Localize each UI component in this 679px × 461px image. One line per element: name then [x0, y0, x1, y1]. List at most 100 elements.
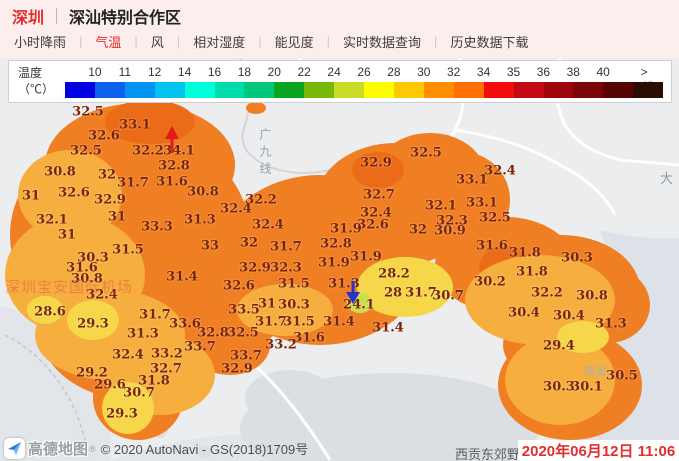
station-value: 31.5	[278, 276, 310, 292]
legend-color-segment	[65, 82, 95, 98]
tab-6[interactable]: 实时数据查询	[343, 35, 422, 50]
amap-brand-text: 高德地图	[28, 441, 89, 458]
title-divider	[56, 8, 58, 24]
station-value: 31.4	[166, 269, 198, 285]
legend-tick: 26	[357, 65, 371, 79]
station-value: 31.4	[372, 320, 404, 336]
station-value: 33.7	[230, 348, 262, 364]
station-value: 30.3	[543, 379, 575, 395]
station-value: 33.2	[151, 346, 183, 362]
station-value: 29.3	[77, 316, 109, 332]
station-value: 30.9	[434, 223, 466, 239]
station-value: 30.2	[474, 274, 506, 290]
zone-tab-shenshan[interactable]: 深汕特别合作区	[69, 10, 182, 27]
city-tab-shenzhen[interactable]: 深圳	[12, 10, 45, 27]
station-value: 31.9	[330, 221, 362, 237]
station-value: 33.1	[466, 195, 498, 211]
tab-4[interactable]: 相对湿度	[193, 35, 246, 50]
station-value: 31.8	[516, 264, 548, 280]
legend-color-segment	[94, 82, 125, 98]
legend-tick: 40	[596, 65, 610, 79]
legend-tick: 30	[417, 65, 431, 79]
station-value: 31.3	[184, 212, 216, 228]
legend-color-segment	[214, 82, 245, 98]
station-value: 31.8	[509, 245, 541, 261]
legend-color-segment	[244, 82, 275, 98]
station-value: 32.4	[112, 347, 144, 363]
station-value: 32.1	[425, 198, 457, 214]
station-value: 29.3	[106, 406, 138, 422]
temperature-legend: 温度 （℃） 10 11 12 14 16 18 20 22 24 26 28 30 32 34 35 36 3…	[8, 60, 672, 103]
legend-color-segment	[154, 82, 185, 98]
station-value: 30.3	[278, 297, 310, 313]
station-value: 31.7	[117, 175, 149, 191]
tab-separator: |	[434, 34, 438, 49]
station-value: 31.7	[405, 285, 437, 301]
legend-color-segment	[633, 82, 664, 98]
tab-separator: |	[79, 34, 83, 49]
station-value: 32.5	[72, 104, 104, 120]
tab-3[interactable]: 风	[150, 35, 164, 50]
station-value: 32.3	[436, 213, 468, 229]
station-value: 31.3	[127, 326, 159, 342]
amap-logo-icon[interactable]	[4, 438, 25, 459]
station-value: 32.2	[531, 285, 563, 301]
legend-title: 温度 （℃）	[18, 66, 55, 96]
legend-tick: 32	[447, 65, 461, 79]
legend-tick: 34	[476, 65, 491, 79]
station-value: 33	[200, 238, 220, 254]
station-value: 31.3	[328, 276, 360, 292]
station-value: 31.5	[112, 242, 144, 258]
station-value: 31	[107, 209, 127, 225]
station-value: 31.6	[66, 260, 98, 276]
station-value: 33.1	[456, 172, 488, 188]
station-value: 32.9	[239, 260, 271, 276]
tab-separator: |	[134, 34, 138, 49]
station-value: 31	[257, 296, 277, 312]
station-value: 30.1	[571, 379, 603, 395]
station-value: 32.3	[270, 260, 302, 276]
station-value: 30.3	[561, 250, 593, 266]
station-value: 32.5	[410, 145, 442, 161]
tab-2[interactable]: 气温	[95, 35, 122, 50]
legend-tick: 28	[387, 65, 401, 79]
station-value: 30.4	[508, 305, 540, 321]
station-value: 30.4	[553, 308, 585, 324]
station-value: 32.4	[220, 201, 252, 217]
legend-color-segment	[423, 82, 454, 98]
station-value: 34.1	[163, 143, 195, 159]
station-value: 32.8	[320, 236, 352, 252]
legend-color-segment	[184, 82, 215, 98]
station-value: 30.5	[606, 368, 638, 384]
station-value: 33.1	[119, 117, 151, 133]
legend-tick: 18	[237, 65, 252, 79]
legend-color-segment	[573, 82, 604, 98]
station-value: 32	[408, 222, 428, 238]
map-attribution: 高德地图 ® © 2020 AutoNavi - GS(2018)1709号	[4, 438, 308, 459]
station-value: 32	[97, 167, 117, 183]
station-value: 30.8	[576, 288, 608, 304]
tab-7[interactable]: 历史数据下载	[450, 35, 529, 50]
legend-color-bar	[65, 82, 664, 98]
station-value: 32	[239, 235, 259, 251]
tab-1[interactable]: 小时降雨	[14, 35, 67, 50]
legend-tick: 36	[536, 65, 551, 79]
legend-tick: 35	[506, 65, 521, 79]
station-value: 33.6	[169, 316, 201, 332]
station-value: 31.9	[350, 249, 382, 265]
station-value: 32.5	[479, 210, 511, 226]
station-value: 31.6	[476, 238, 508, 254]
station-value: 32.9	[221, 361, 253, 377]
station-value: 33.2	[265, 337, 297, 353]
temperature-map[interactable]: 32.5 33.1 32.6 32.5 32.2 34.1 32.8 30.8 32 31.7 31…	[0, 58, 679, 461]
copyright-text: © 2020 AutoNavi - GS(2018)1709号	[100, 442, 309, 457]
station-value: 32.9	[94, 192, 126, 208]
station-value: 32.1	[36, 212, 68, 228]
station-value: 30.8	[44, 164, 76, 180]
legend-color-segment	[603, 82, 634, 98]
station-value: 32.7	[363, 187, 395, 203]
station-value: 29.2	[76, 365, 108, 381]
station-value: 28.6	[34, 304, 66, 320]
tab-5[interactable]: 能见度	[274, 35, 314, 50]
